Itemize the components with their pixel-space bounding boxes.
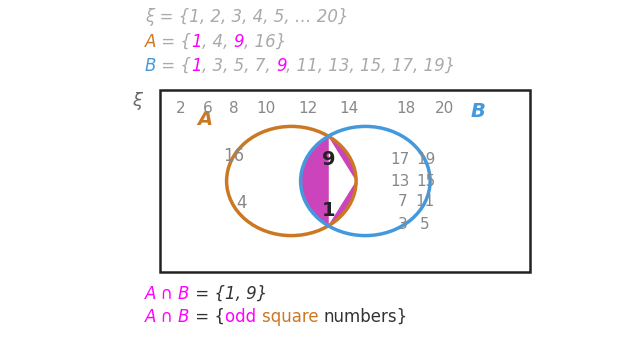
Text: 5: 5 bbox=[420, 217, 429, 232]
Text: 6: 6 bbox=[203, 101, 213, 116]
Text: numbers}: numbers} bbox=[324, 308, 408, 326]
Text: 18: 18 bbox=[396, 101, 416, 116]
Text: square: square bbox=[261, 308, 324, 326]
Text: = {: = { bbox=[157, 57, 192, 75]
Text: 12: 12 bbox=[298, 101, 318, 116]
Text: 2: 2 bbox=[175, 101, 185, 116]
Text: A ∩ B: A ∩ B bbox=[145, 285, 190, 303]
Text: B: B bbox=[145, 57, 157, 75]
Text: 20: 20 bbox=[436, 101, 454, 116]
Text: , 3, 5, 7,: , 3, 5, 7, bbox=[202, 57, 276, 75]
Text: 3: 3 bbox=[397, 217, 407, 232]
Bar bbox=[160, 90, 530, 272]
Text: 11: 11 bbox=[415, 193, 434, 208]
Polygon shape bbox=[301, 136, 356, 226]
Text: 9: 9 bbox=[233, 33, 244, 51]
Text: , 4,: , 4, bbox=[202, 33, 233, 51]
Text: , 16}: , 16} bbox=[244, 33, 286, 51]
Text: 13: 13 bbox=[390, 173, 409, 188]
Text: 4: 4 bbox=[236, 194, 246, 212]
Text: = {: = { bbox=[190, 308, 225, 326]
Text: 1: 1 bbox=[192, 57, 202, 75]
Text: , 11, 13, 15, 17, 19}: , 11, 13, 15, 17, 19} bbox=[286, 57, 456, 75]
Text: ξ: ξ bbox=[132, 92, 142, 110]
Text: 14: 14 bbox=[339, 101, 358, 116]
Text: B: B bbox=[470, 102, 485, 121]
Text: A ∩ B: A ∩ B bbox=[145, 308, 190, 326]
Text: 15: 15 bbox=[416, 173, 436, 188]
Text: 9: 9 bbox=[321, 150, 335, 169]
Text: = {1, 9}: = {1, 9} bbox=[190, 285, 268, 303]
Text: A: A bbox=[197, 110, 212, 128]
Text: = {: = { bbox=[157, 33, 192, 51]
Text: 9: 9 bbox=[276, 57, 286, 75]
Text: ξ = {1, 2, 3, 4, 5, … 20}: ξ = {1, 2, 3, 4, 5, … 20} bbox=[145, 8, 349, 26]
Text: 19: 19 bbox=[416, 152, 436, 167]
Text: 17: 17 bbox=[390, 152, 409, 167]
Text: 8: 8 bbox=[229, 101, 239, 116]
Text: 1: 1 bbox=[192, 33, 202, 51]
Text: 10: 10 bbox=[256, 101, 275, 116]
Text: 16: 16 bbox=[223, 146, 245, 165]
Text: 1: 1 bbox=[321, 201, 335, 220]
Text: A: A bbox=[145, 33, 157, 51]
Text: odd: odd bbox=[225, 308, 261, 326]
Text: 7: 7 bbox=[397, 193, 407, 208]
